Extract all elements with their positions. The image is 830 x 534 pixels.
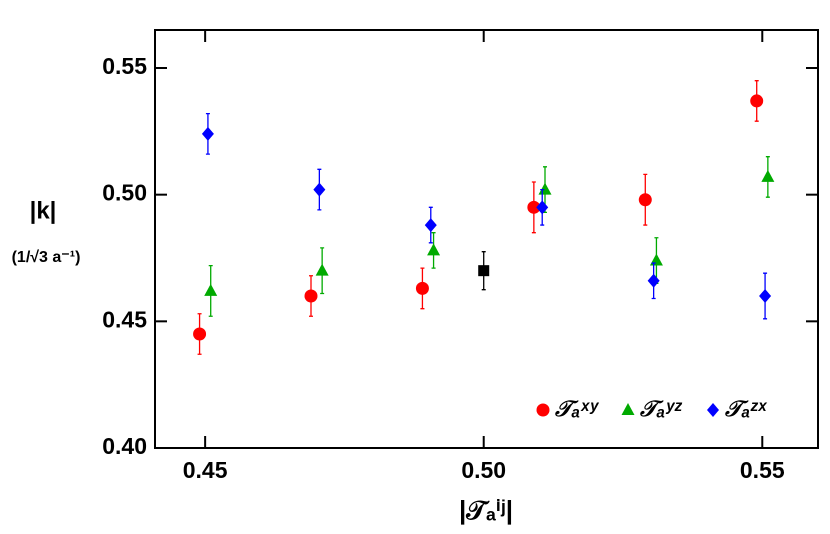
y-tick-label: 0.45: [102, 306, 147, 332]
legend-label: 𝒯ₐᶻˣ: [724, 396, 768, 421]
point: [478, 265, 490, 277]
point: [204, 283, 218, 296]
y-tick-label: 0.50: [102, 180, 147, 206]
legend-label: 𝒯ₐʸᶻ: [639, 396, 682, 421]
y-tick-label: 0.40: [102, 433, 147, 459]
point: [313, 182, 326, 197]
legend-label: 𝒯ₐˣʸ: [554, 396, 600, 421]
point: [638, 193, 652, 207]
y-axis-unit: (1/√3 a⁻¹): [12, 249, 81, 266]
legend-marker: [536, 403, 550, 417]
point: [759, 289, 772, 303]
legend-marker: [707, 403, 719, 417]
x-tick-label: 0.50: [461, 457, 506, 483]
point: [424, 218, 437, 233]
point: [415, 281, 429, 295]
point: [201, 126, 214, 141]
point: [649, 253, 663, 266]
point: [750, 94, 764, 108]
point: [647, 273, 660, 288]
plot-frame: [154, 29, 819, 449]
y-tick-label: 0.55: [102, 53, 147, 79]
y-axis-label: |k|: [30, 197, 57, 224]
point: [538, 182, 552, 195]
x-tick-label: 0.45: [183, 457, 228, 483]
point: [304, 289, 318, 303]
point: [193, 327, 207, 341]
point: [536, 200, 549, 215]
point: [527, 200, 541, 214]
point: [761, 169, 775, 182]
point: [315, 263, 329, 276]
legend-marker: [621, 403, 635, 415]
point: [427, 243, 441, 256]
x-axis-label: |𝒯ₐⁱʲ|: [459, 495, 513, 525]
x-tick-label: 0.55: [740, 457, 785, 483]
